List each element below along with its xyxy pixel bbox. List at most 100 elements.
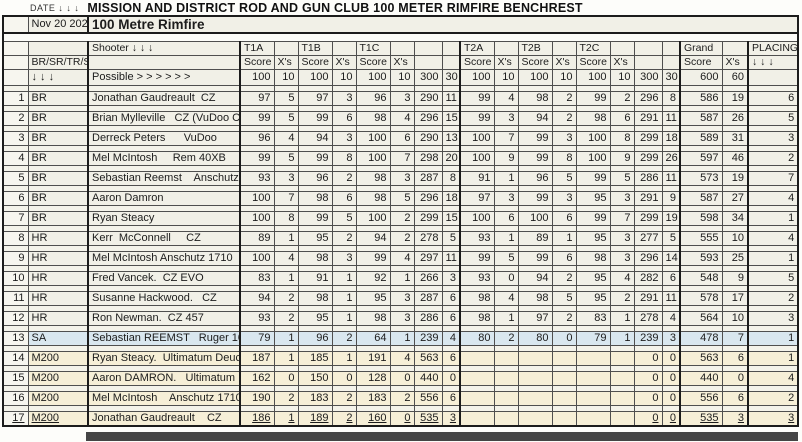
- class-cell: M200: [27, 351, 89, 366]
- score-cell: 95: [575, 271, 611, 286]
- score-cell: 99: [575, 171, 611, 186]
- xs-cell: [609, 371, 635, 386]
- gap-row: [3, 32, 799, 42]
- xs-cell: 1: [273, 331, 299, 346]
- class-cell: SA: [27, 331, 89, 346]
- result-row: 16 M200 Mel McIntosh Anschutz 1710 190 2 183 2…: [2, 391, 799, 406]
- total-xs-cell: 9: [661, 191, 681, 206]
- xs-cell: [493, 391, 519, 406]
- blank-cell: [413, 41, 443, 56]
- class-cell: BR: [27, 111, 89, 126]
- grand-xs-cell: 27: [721, 191, 749, 206]
- xs-cell: 2: [331, 411, 357, 427]
- score-cell: 97: [459, 191, 495, 206]
- xs-cell: 3: [551, 191, 577, 206]
- xs-label: X's: [609, 55, 635, 70]
- row-number: 2: [2, 111, 29, 126]
- xs-cell: 8: [609, 131, 635, 146]
- row-number: 6: [2, 191, 29, 206]
- score-cell: 100: [459, 151, 495, 166]
- xs-cell: 4: [273, 251, 299, 266]
- spacer-row: [2, 405, 799, 412]
- placing-cell: [746, 405, 799, 412]
- shooter-cell: Fred Vancek. CZ EVO: [87, 271, 241, 286]
- xs-cell: 4: [609, 271, 635, 286]
- score-cell: 99: [459, 111, 495, 126]
- score-cell: 99: [297, 151, 333, 166]
- score-cell: 100: [355, 151, 391, 166]
- xs-cell: 5: [493, 251, 519, 266]
- total-xs-cell: 18: [661, 131, 681, 146]
- total-xs-cell: 11: [661, 291, 681, 306]
- possible-value: 60: [721, 69, 749, 86]
- score-cell: 79: [575, 331, 611, 346]
- xs-cell: 1: [389, 331, 415, 346]
- total-xs-cell: 0: [661, 371, 681, 386]
- class-cell: HR: [27, 251, 89, 266]
- score-cell: 98: [459, 291, 495, 306]
- total-score-cell: 556: [413, 391, 443, 406]
- possible-value: 10: [273, 69, 299, 86]
- grand-xs-cell: 9: [721, 271, 749, 286]
- xs-cell: 1: [609, 331, 635, 346]
- blank-cell: [633, 41, 663, 56]
- row-number: 7: [2, 211, 29, 226]
- xs-cell: 3: [609, 231, 635, 246]
- row-number: 16: [2, 391, 29, 406]
- grand-xs-cell: 6: [721, 351, 749, 366]
- xs-cell: 2: [551, 311, 577, 326]
- xs-cell: 4: [273, 131, 299, 146]
- total-xs-cell: 6: [441, 351, 461, 366]
- results-table: Nov 20 2022 100 Metre Rimfire Shooter ↓ …: [2, 15, 800, 427]
- class-cell: BR: [27, 91, 89, 106]
- xs-cell: 1: [551, 231, 577, 246]
- score-cell: 93: [239, 171, 275, 186]
- xs-cell: 4: [493, 291, 519, 306]
- total-xs-cell: 26: [661, 151, 681, 166]
- xs-cell: 0: [273, 371, 299, 386]
- possible-value: 10: [609, 69, 635, 86]
- placing-cell: 1: [746, 251, 799, 266]
- row-number: 11: [2, 291, 29, 306]
- xs-cell: 3: [331, 91, 357, 106]
- total-score-cell: 287: [413, 171, 443, 186]
- group-header-row: Shooter ↓ ↓ ↓ T1A T1B T1C T2A T2B T2C Gr…: [2, 41, 799, 56]
- total-xs-cell: 6: [441, 291, 461, 306]
- row-number: 8: [2, 231, 29, 246]
- total-score-cell: 286: [413, 311, 443, 326]
- score-cell: 95: [575, 191, 611, 206]
- xs-cell: 2: [273, 291, 299, 306]
- possible-value: 100: [459, 69, 495, 86]
- score-cell: 99: [459, 91, 495, 106]
- total-score-cell: 291: [633, 191, 663, 206]
- xs-cell: 0: [551, 331, 577, 346]
- total-xs-cell: 19: [661, 211, 681, 226]
- score-cell: 98: [517, 91, 553, 106]
- score-cell: 98: [355, 111, 391, 126]
- score-cell: 93: [459, 231, 495, 246]
- possible-value: 30: [661, 69, 681, 86]
- score-cell: 100: [459, 211, 495, 226]
- possible-value: 300: [633, 69, 663, 86]
- score-label: Score: [517, 55, 553, 70]
- grand-xs-cell: 7: [721, 331, 749, 346]
- grand-xs-cell: 46: [721, 151, 749, 166]
- placing-cell: 4: [746, 191, 799, 206]
- xs-cell: 1: [493, 171, 519, 186]
- group-label-t1c: T1C: [355, 41, 391, 56]
- score-cell: 91: [459, 171, 495, 186]
- score-cell: [575, 391, 611, 406]
- xs-cell: 5: [389, 191, 415, 206]
- xs-cell: 4: [389, 351, 415, 366]
- xs-cell: 3: [493, 191, 519, 206]
- placing-cell: 5: [746, 271, 799, 286]
- class-cell: HR: [27, 311, 89, 326]
- score-cell: 99: [517, 131, 553, 146]
- xs-cell: 1: [273, 411, 299, 427]
- total-score-cell: 277: [633, 231, 663, 246]
- placing-cell: 4: [746, 231, 799, 246]
- possible-value: 600: [679, 69, 723, 86]
- score-cell: 128: [355, 371, 391, 386]
